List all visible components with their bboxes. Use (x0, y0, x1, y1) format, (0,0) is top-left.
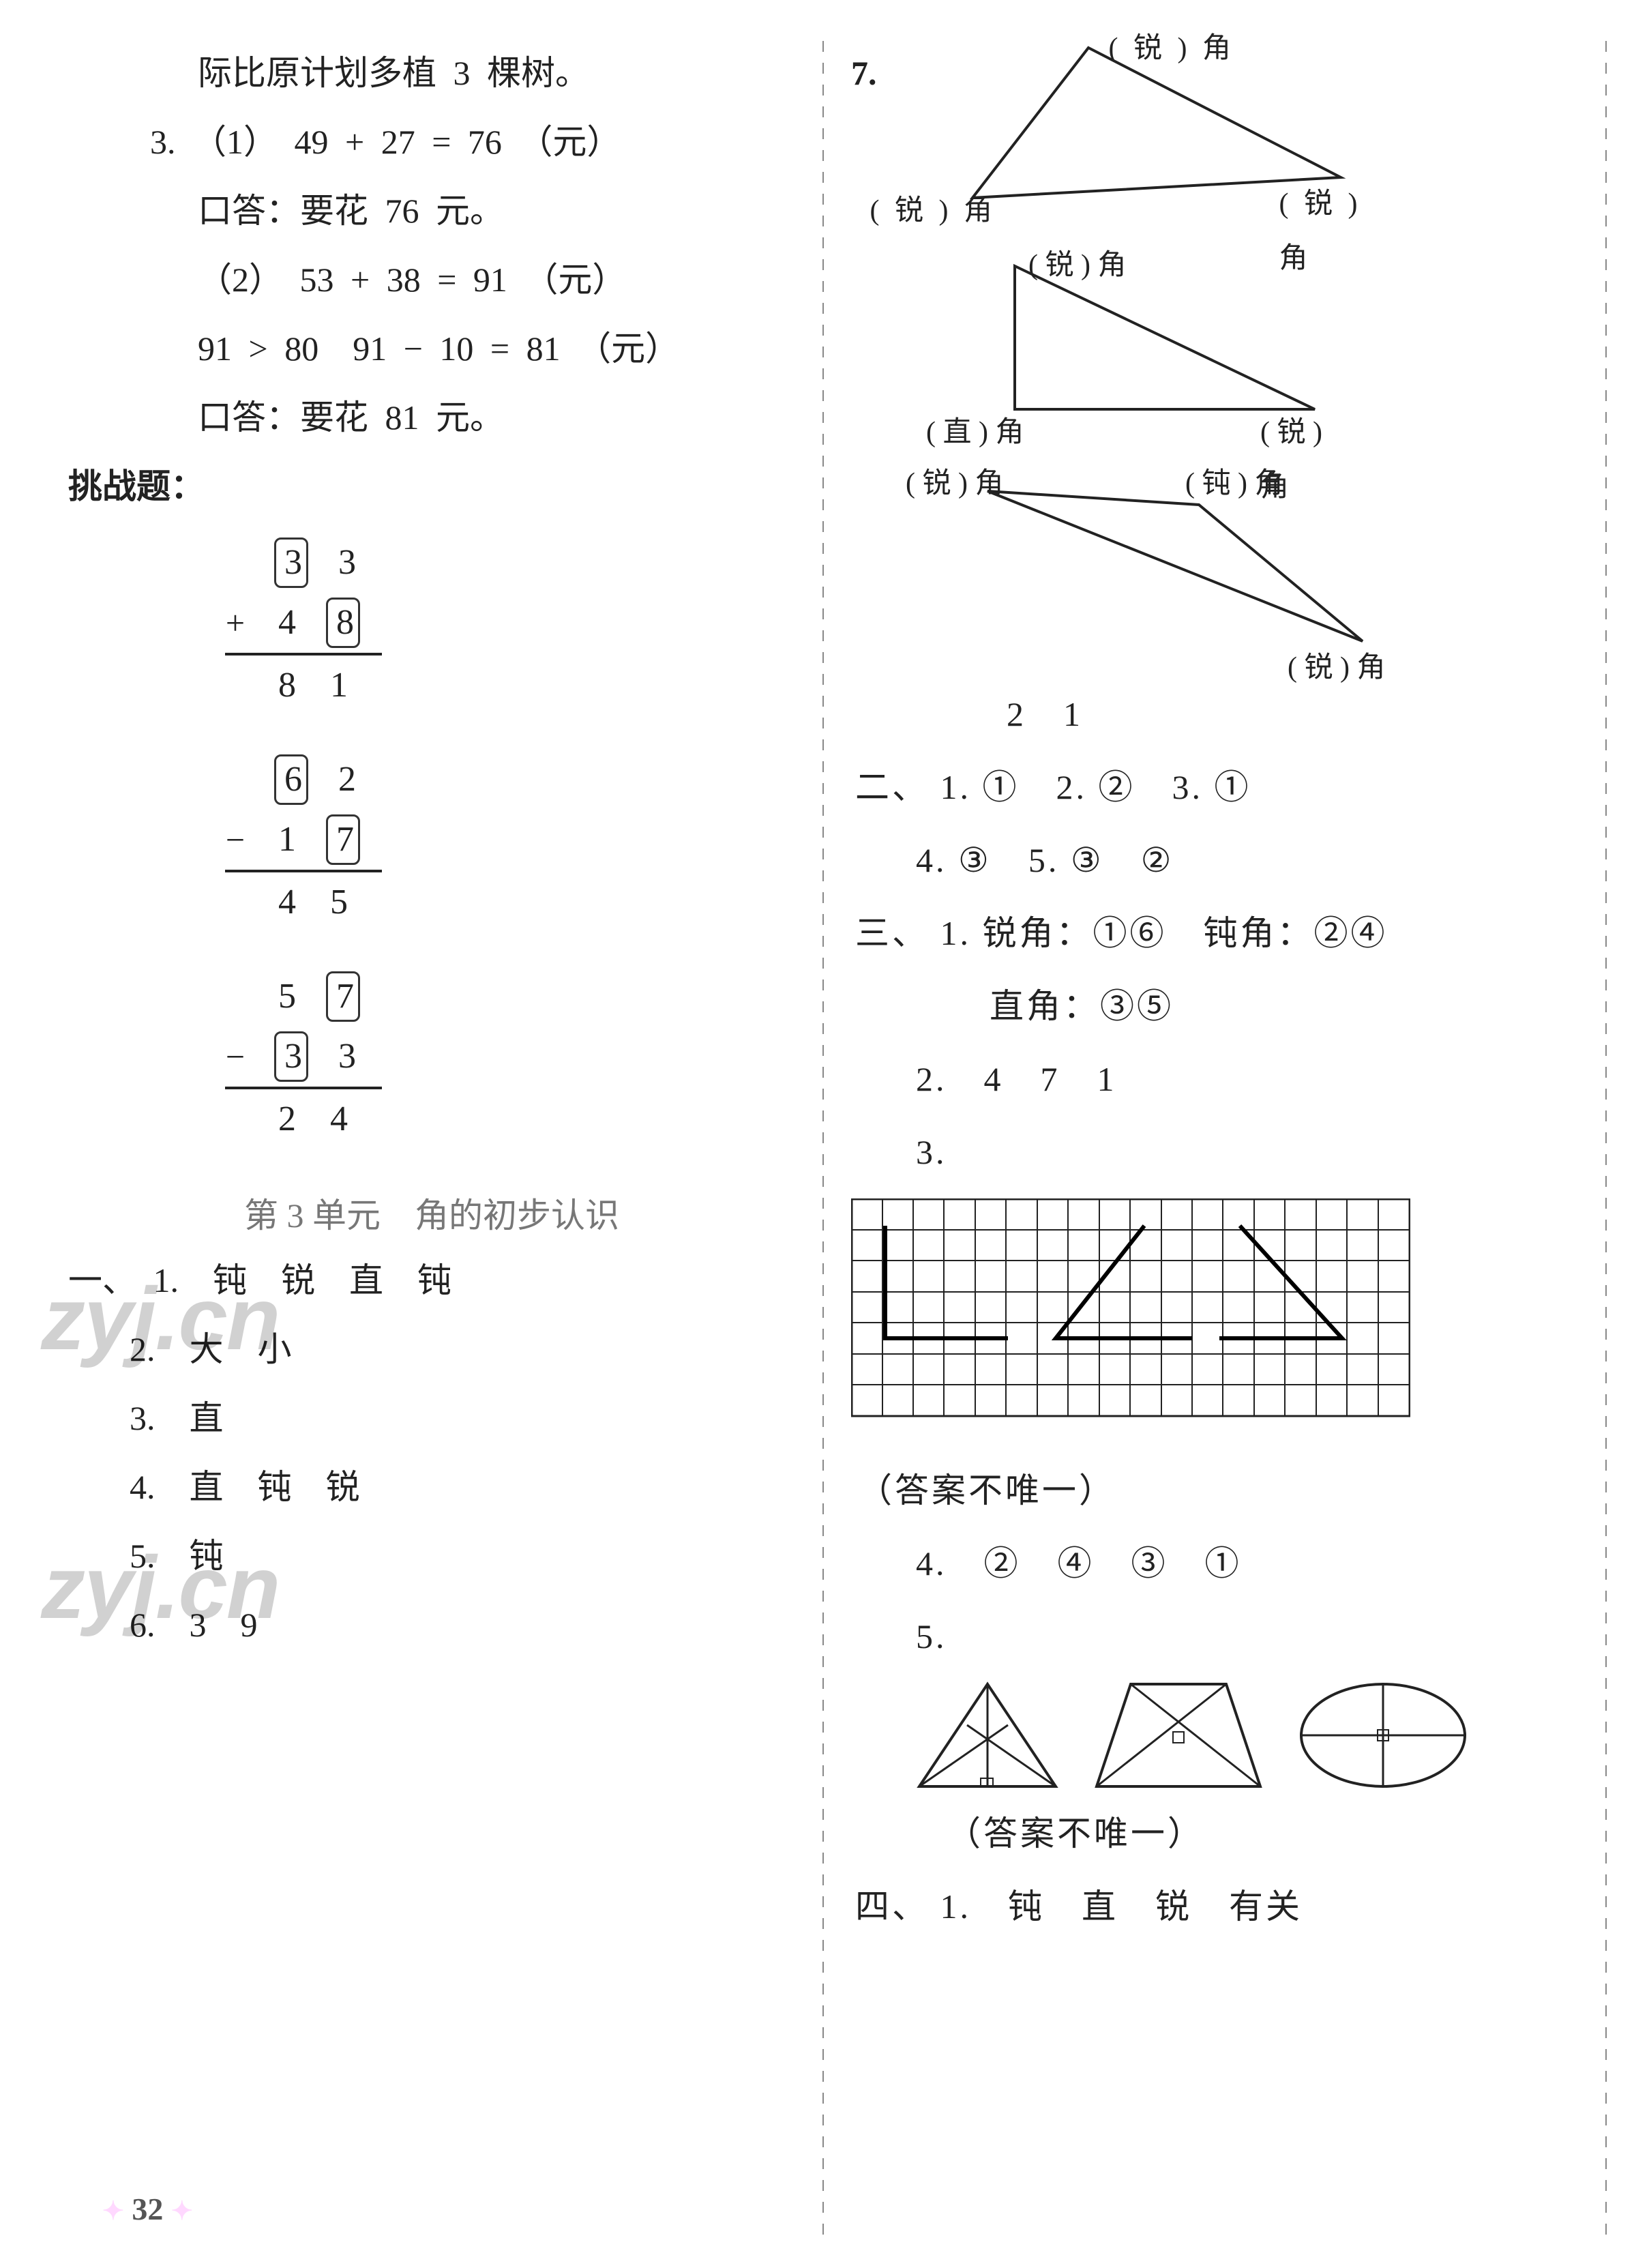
text-line: 口答：要花 76 元。 (68, 179, 795, 244)
angle-label: ( 锐 ) 角 (1288, 641, 1385, 696)
text: 1. 钝 锐 直 钝 (153, 1261, 452, 1299)
text-line: 4. ② ④ ③ ① (916, 1531, 1578, 1596)
operator: − (218, 808, 252, 872)
right-column: 7. ( 锐 ) 角 ( 锐 ) 角 ( 锐 ) 角 ( 锐 ) 角 ( 直 )… (851, 41, 1578, 2241)
shapes-note: （答案不唯一） (947, 1801, 1578, 1866)
triangle-3: ( 锐 ) 角 ( 钝 ) 角 ( 锐 ) 角 (967, 471, 1403, 655)
digit: 3 (330, 1023, 364, 1091)
text-line: 2 1 (933, 682, 1578, 747)
operator: + (218, 591, 252, 656)
text-line: 5. (916, 1604, 1578, 1669)
star-icon: ✦ (171, 2197, 193, 2226)
digit: 4 (270, 869, 304, 937)
section-label: 三、 (855, 914, 929, 952)
digit: 3 (330, 529, 364, 597)
digit: 3 (274, 1031, 308, 1082)
text-line: 3. 直 (68, 1386, 795, 1451)
shape-trapezoid-icon (1090, 1677, 1267, 1793)
digit: 6 (274, 754, 308, 805)
angle-label: ( 锐 ) 角 (906, 457, 1003, 512)
page-footer: ✦ 32 ✦ (102, 2191, 193, 2227)
digit: 4 (322, 1086, 356, 1153)
q7-row: 7. ( 锐 ) 角 ( 锐 ) 角 ( 锐 ) 角 (851, 41, 1578, 218)
unit-title: 第 3 单元 角的初步认识 (68, 1183, 795, 1248)
angle-label: ( 直 ) 角 (926, 406, 1024, 460)
vertical-math-1: 33 +48 81 (218, 533, 795, 716)
text-line: 91 > 80 91 − 10 = 81 （元） (68, 316, 795, 381)
section-3: 三、 1. 锐角：①⑥ 钝角：②④ (855, 901, 1578, 966)
digit: 5 (270, 963, 304, 1031)
digit: 7 (326, 814, 360, 865)
star-icon: ✦ (102, 2197, 124, 2226)
digit: 1 (322, 652, 356, 720)
text-line: 直角：③⑤ (916, 974, 1578, 1039)
text-line: 4. ③ 5. ③ ② (916, 828, 1578, 893)
digit: 8 (270, 652, 304, 720)
text: （1） 49 + 27 = 76 （元） (192, 123, 621, 161)
q3-label: 3. (150, 123, 176, 161)
page-number: 32 (132, 2192, 163, 2226)
digit: 4 (270, 589, 304, 657)
operator: − (218, 1025, 252, 1089)
digit: 2 (270, 1086, 304, 1153)
triangle-1: ( 锐 ) 角 ( 锐 ) 角 ( 锐 ) 角 (952, 41, 1375, 218)
shape-ellipse-icon (1294, 1677, 1472, 1793)
section-4: 四、 1. 钝 直 锐 有关 (855, 1874, 1578, 1939)
text: 1. 锐角：①⑥ 钝角：②④ (940, 914, 1388, 952)
text-line: 5. 钝 (68, 1524, 795, 1589)
section-1: 一、 1. 钝 锐 直 钝 (68, 1248, 795, 1313)
section-label: 一、 (68, 1261, 136, 1299)
text: 1. 钝 直 锐 有关 (940, 1887, 1303, 1926)
column-divider (822, 41, 824, 2241)
angle-label: ( 锐 ) 角 (1028, 239, 1126, 293)
text-line: 3. (916, 1120, 1578, 1185)
section-label: 二、 (855, 768, 929, 806)
section-label: 四、 (855, 1887, 929, 1926)
angle-label: ( 锐 ) 角 (870, 184, 992, 239)
digit: 2 (330, 746, 364, 814)
text-line: 口答：要花 81 元。 (68, 385, 795, 450)
digit: 8 (326, 598, 360, 648)
text-line: 2. 4 7 1 (916, 1047, 1578, 1112)
left-column: 际比原计划多植 3 棵树。 3. （1） 49 + 27 = 76 （元） 口答… (68, 41, 795, 2241)
text-line: 6. 3 9 (68, 1593, 795, 1658)
text-line: 2. 大 小 (68, 1317, 795, 1382)
vertical-math-2: 62 −17 45 (218, 750, 795, 932)
angle-label: ( 钝 ) 角 (1185, 457, 1283, 512)
digit: 5 (322, 869, 356, 937)
text: 1. ① 2. ② 3. ① (940, 768, 1251, 806)
right-divider (1605, 41, 1607, 2241)
text-line: （2） 53 + 38 = 91 （元） (68, 248, 795, 312)
grid-icon (851, 1198, 1410, 1424)
challenge-block: 挑战题： (68, 454, 795, 519)
shape-triangle-icon (912, 1677, 1063, 1793)
text-line: 4. 直 钝 锐 (68, 1455, 795, 1520)
grid-note: （答案不唯一） (858, 1458, 1578, 1523)
text-line: 3. （1） 49 + 27 = 76 （元） (68, 110, 795, 175)
digit: 1 (270, 806, 304, 874)
digit: 7 (326, 971, 360, 1022)
vertical-math-3: 57 −33 24 (218, 967, 795, 1149)
grid-diagram (851, 1198, 1578, 1445)
triangle-2: ( 锐 ) 角 ( 直 ) 角 ( 锐 ) 角 (987, 259, 1342, 430)
q7-label: 7. (851, 41, 877, 106)
text-line: 际比原计划多植 3 棵树。 (68, 41, 795, 106)
shapes-row (912, 1677, 1578, 1793)
angle-label: ( 锐 ) 角 (1109, 22, 1231, 76)
digit: 3 (274, 537, 308, 588)
challenge-label: 挑战题： (68, 454, 205, 519)
section-2: 二、 1. ① 2. ② 3. ① (855, 755, 1578, 820)
